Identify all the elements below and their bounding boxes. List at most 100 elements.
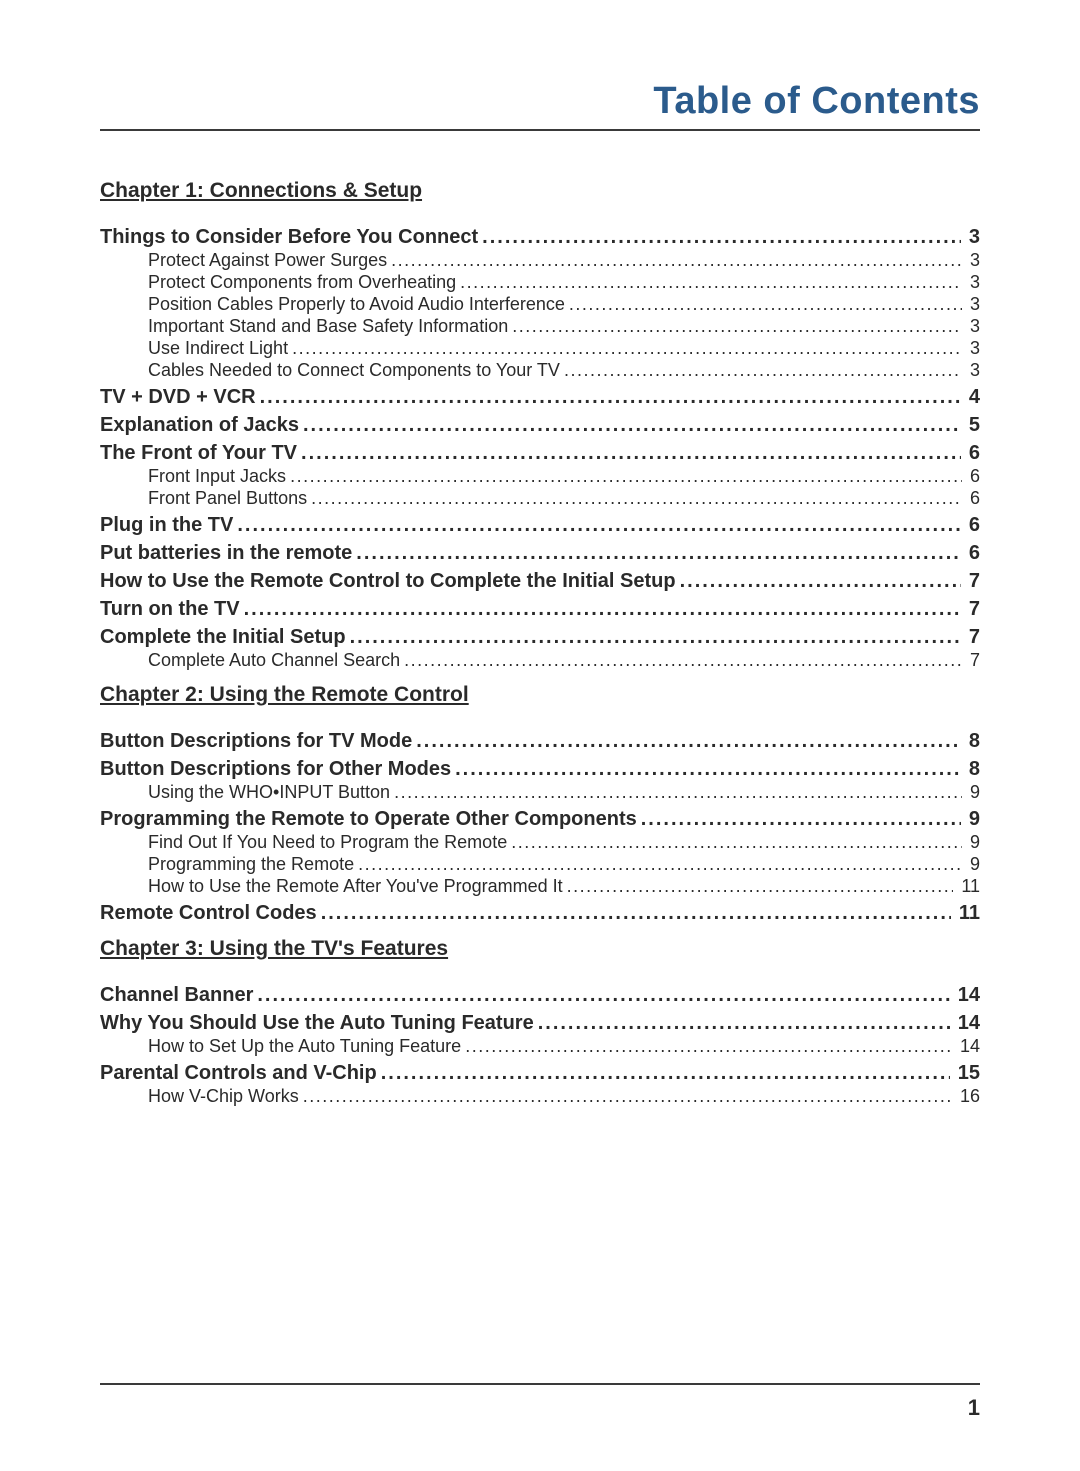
toc-page: 8 [965,759,980,779]
toc-page: 7 [965,571,980,591]
toc-leader-dots [290,467,962,485]
toc-page: 7 [965,599,980,619]
toc-page: 16 [956,1087,980,1105]
toc-container: Chapter 1: Connections & Setup Things to … [100,179,980,1105]
toc-entry-l2: How V-Chip Works 16 [100,1087,980,1105]
toc-leader-dots [260,387,961,407]
toc-leader-dots [358,855,962,873]
toc-label: Using the WHO•INPUT Button [148,783,390,801]
toc-leader-dots [394,783,962,801]
toc-entry-l1: Things to Consider Before You Connect 3 [100,227,980,247]
footer-rule [100,1383,980,1385]
toc-entry-l1: Channel Banner14 [100,985,980,1005]
toc-page: 3 [966,273,980,291]
toc-entry-l2: Protect Components from Overheating 3 [100,273,980,291]
toc-leader-dots [356,543,961,563]
chapter-heading: Chapter 3: Using the TV's Features [100,937,980,961]
toc-entry-l1: Complete the Initial Setup7 [100,627,980,647]
toc-label: Use Indirect Light [148,339,288,357]
toc-entry-l1: Button Descriptions for Other Modes 8 [100,759,980,779]
toc-page: 11 [955,903,980,923]
toc-leader-dots [237,515,961,535]
toc-leader-dots [301,443,961,463]
toc-label: Turn on the TV [100,599,240,619]
toc-label: Front Panel Buttons [148,489,307,507]
toc-leader-dots [292,339,962,357]
toc-page: 3 [966,361,980,379]
toc-label: Find Out If You Need to Program the Remo… [148,833,507,851]
toc-leader-dots [416,731,961,751]
toc-label: How V-Chip Works [148,1087,299,1105]
toc-leader-dots [311,489,962,507]
toc-page: 3 [966,295,980,313]
toc-leader-dots [511,833,962,851]
toc-label: Protect Components from Overheating [148,273,456,291]
toc-leader-dots [381,1063,950,1083]
toc-page: 8 [965,731,980,751]
toc-page: 5 [965,415,980,435]
toc-label: Complete Auto Channel Search [148,651,400,669]
toc-page: 9 [966,833,980,851]
toc-page: 3 [965,227,980,247]
toc-page: 6 [966,489,980,507]
toc-label: Important Stand and Base Safety Informat… [148,317,508,335]
toc-page: 9 [966,855,980,873]
toc-entry-l1: How to Use the Remote Control to Complet… [100,571,980,591]
toc-leader-dots [303,415,961,435]
toc-label: How to Use the Remote After You've Progr… [148,877,563,895]
toc-entry-l2: Cables Needed to Connect Components to Y… [100,361,980,379]
toc-entry-l2: Complete Auto Channel Search7 [100,651,980,669]
toc-entry-l2: Protect Against Power Surges 3 [100,251,980,269]
toc-leader-dots [512,317,962,335]
toc-entry-l2: Using the WHO•INPUT Button 9 [100,783,980,801]
toc-page: 3 [966,339,980,357]
toc-label: Button Descriptions for Other Modes [100,759,451,779]
toc-entry-l1: Plug in the TV6 [100,515,980,535]
toc-leader-dots [465,1037,952,1055]
toc-entry-l2: Front Input Jacks6 [100,467,980,485]
toc-page: 3 [966,251,980,269]
toc-entry-l2: How to Use the Remote After You've Progr… [100,877,980,895]
toc-page: 11 [957,877,980,895]
toc-leader-dots [564,361,962,379]
toc-label: Position Cables Properly to Avoid Audio … [148,295,565,313]
toc-entry-l1: Put batteries in the remote 6 [100,543,980,563]
toc-leader-dots [391,251,962,269]
toc-label: Channel Banner [100,985,253,1005]
toc-label: The Front of Your TV [100,443,297,463]
toc-entry-l2: Front Panel Buttons 6 [100,489,980,507]
toc-label: Things to Consider Before You Connect [100,227,478,247]
toc-entry-l1: The Front of Your TV6 [100,443,980,463]
toc-label: Explanation of Jacks [100,415,299,435]
toc-label: How to Set Up the Auto Tuning Feature [148,1037,461,1055]
toc-entry-l1: Programming the Remote to Operate Other … [100,809,980,829]
toc-page: 4 [965,387,980,407]
chapter-heading: Chapter 1: Connections & Setup [100,179,980,203]
toc-label: TV + DVD + VCR [100,387,256,407]
toc-page: 6 [966,467,980,485]
chapter-heading: Chapter 2: Using the Remote Control [100,683,980,707]
toc-entry-l2: Use Indirect Light 3 [100,339,980,357]
toc-label: Put batteries in the remote [100,543,352,563]
toc-leader-dots [350,627,961,647]
toc-entry-l2: Important Stand and Base Safety Informat… [100,317,980,335]
toc-leader-dots [303,1087,952,1105]
toc-entry-l2: Find Out If You Need to Program the Remo… [100,833,980,851]
page-number: 1 [968,1395,980,1421]
toc-page: 14 [956,1037,980,1055]
toc-page: 6 [965,543,980,563]
toc-label: Why You Should Use the Auto Tuning Featu… [100,1013,534,1033]
toc-leader-dots [538,1013,950,1033]
toc-label: Programming the Remote to Operate Other … [100,809,637,829]
toc-entry-l1: Button Descriptions for TV Mode8 [100,731,980,751]
toc-leader-dots [641,809,961,829]
toc-page: 3 [966,317,980,335]
toc-page: 9 [966,783,980,801]
toc-entry-l2: Programming the Remote9 [100,855,980,873]
toc-entry-l2: Position Cables Properly to Avoid Audio … [100,295,980,313]
toc-leader-dots [567,877,954,895]
page-title: Table of Contents [100,80,980,131]
toc-label: Protect Against Power Surges [148,251,387,269]
toc-label: How to Use the Remote Control to Complet… [100,571,676,591]
toc-entry-l1: TV + DVD + VCR 4 [100,387,980,407]
